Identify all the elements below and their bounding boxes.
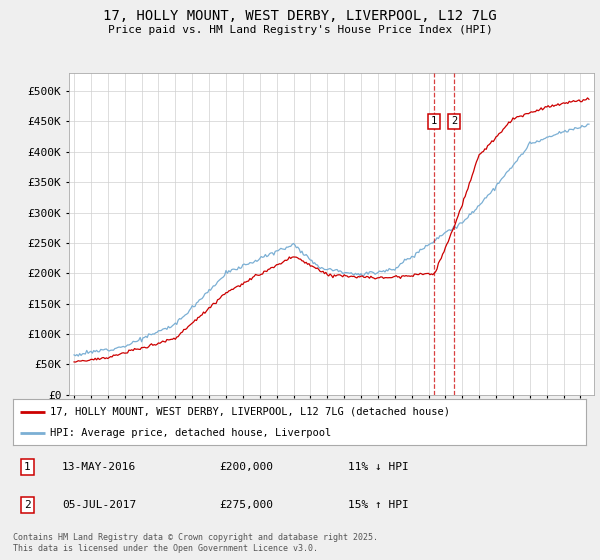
Text: £275,000: £275,000	[220, 500, 274, 510]
Text: £200,000: £200,000	[220, 461, 274, 472]
Text: 2: 2	[24, 500, 31, 510]
Text: 17, HOLLY MOUNT, WEST DERBY, LIVERPOOL, L12 7LG: 17, HOLLY MOUNT, WEST DERBY, LIVERPOOL, …	[103, 9, 497, 23]
Text: 05-JUL-2017: 05-JUL-2017	[62, 500, 136, 510]
Text: 17, HOLLY MOUNT, WEST DERBY, LIVERPOOL, L12 7LG (detached house): 17, HOLLY MOUNT, WEST DERBY, LIVERPOOL, …	[50, 407, 451, 417]
Text: 1: 1	[431, 116, 437, 127]
Text: 11% ↓ HPI: 11% ↓ HPI	[349, 461, 409, 472]
Text: HPI: Average price, detached house, Liverpool: HPI: Average price, detached house, Live…	[50, 428, 332, 438]
Text: 13-MAY-2016: 13-MAY-2016	[62, 461, 136, 472]
Text: Contains HM Land Registry data © Crown copyright and database right 2025.
This d: Contains HM Land Registry data © Crown c…	[13, 533, 378, 553]
Text: 2: 2	[451, 116, 457, 127]
Text: 15% ↑ HPI: 15% ↑ HPI	[349, 500, 409, 510]
Text: 1: 1	[24, 461, 31, 472]
Text: Price paid vs. HM Land Registry's House Price Index (HPI): Price paid vs. HM Land Registry's House …	[107, 25, 493, 35]
